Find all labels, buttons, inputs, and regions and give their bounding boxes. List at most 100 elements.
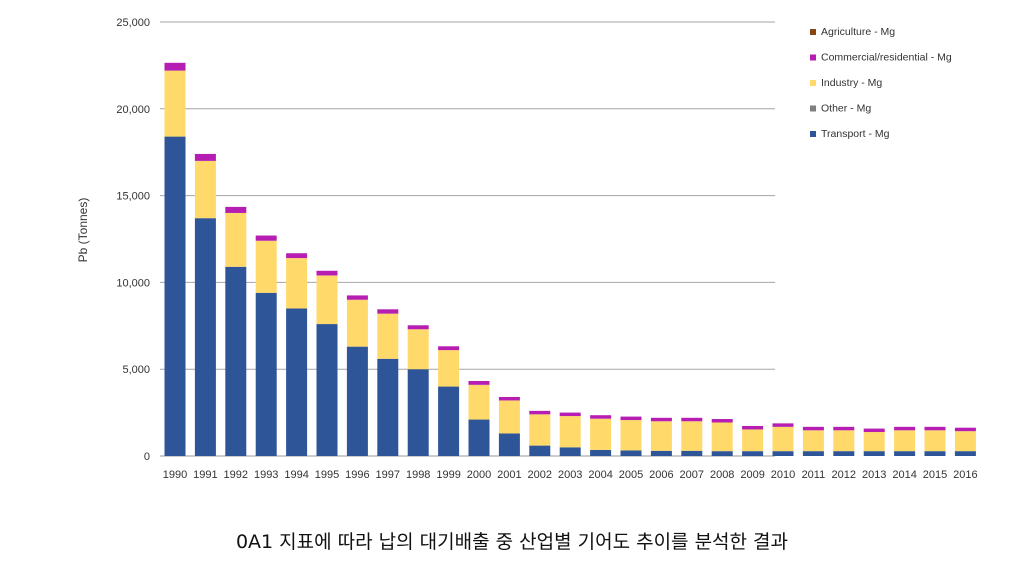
bar-segment (255, 292, 277, 456)
bar-segment (650, 421, 672, 451)
legend: Agriculture - Mg Commercial/residential -… (810, 26, 952, 140)
bar-segment (377, 358, 399, 456)
x-tick-label: 1995 (315, 469, 339, 481)
bar-segment (316, 275, 338, 325)
bar-segment (590, 415, 612, 419)
bar-segment (894, 451, 916, 456)
x-tick-label: 2014 (892, 469, 916, 481)
bar-segment (316, 324, 338, 456)
bar-segment (438, 346, 460, 351)
x-tick-label: 2008 (710, 469, 734, 481)
bar-segment (620, 450, 642, 456)
legend-swatch (810, 105, 816, 112)
y-tick-label: 5,000 (122, 364, 150, 376)
bar-segment (498, 433, 520, 456)
bar-segment (255, 235, 277, 241)
bar-segment (650, 417, 672, 422)
bar-segment (711, 422, 733, 452)
bar-segment (924, 426, 946, 431)
legend-swatch (810, 80, 816, 86)
x-tick-label: 2003 (558, 469, 582, 481)
x-tick-label: 1991 (193, 469, 217, 481)
x-tick-label: 2000 (467, 469, 491, 481)
legend-swatch (810, 29, 816, 35)
bar-segment (529, 414, 551, 446)
caption: 0A1 지표에 따라 납의 대기배출 중 산업별 기어도 추이를 분석한 결과 (235, 531, 789, 553)
bar-segment (468, 419, 490, 456)
y-axis-label: Pb (Tonnes) (76, 198, 90, 263)
bar-segment (742, 429, 764, 452)
bar-segment (833, 430, 855, 452)
x-tick-label: 1998 (406, 469, 430, 481)
x-tick-label: 1996 (345, 469, 369, 481)
y-axis-ticks: 0 5,000 10,000 15,000 20,000 25,000 (116, 17, 150, 463)
legend-entry: Other - Mg (821, 103, 871, 115)
bar-segment (346, 346, 368, 456)
y-tick-label: 25,000 (116, 17, 150, 29)
bar-segment (590, 449, 612, 456)
bar-segment (407, 325, 429, 330)
bar-segment (894, 430, 916, 452)
legend-entry: Transport - Mg (821, 128, 890, 140)
y-tick-label: 10,000 (116, 277, 150, 289)
x-tick-label: 1990 (163, 469, 187, 481)
bar-segment (772, 423, 794, 427)
bar-segment (468, 381, 490, 385)
bar-segment (498, 396, 520, 401)
bar-segment (286, 258, 308, 309)
bar-segment (833, 426, 855, 431)
bar-segment (772, 426, 794, 452)
bar-segment (194, 218, 216, 456)
bar-segment (164, 62, 186, 71)
bar-segment (681, 450, 703, 456)
bar-segment (164, 70, 186, 137)
x-tick-label: 2006 (649, 469, 673, 481)
bar-segment (863, 428, 885, 433)
x-tick-label: 2001 (497, 469, 521, 481)
x-tick-label: 2009 (740, 469, 764, 481)
bar-segment (286, 308, 308, 456)
x-tick-label: 1992 (224, 469, 248, 481)
bar-segment (954, 451, 976, 456)
y-tick-label: 20,000 (116, 104, 150, 116)
bar-segment (742, 425, 764, 430)
bar-segment (346, 299, 368, 347)
bar-segment (772, 451, 794, 456)
x-tick-label: 2007 (680, 469, 704, 481)
x-tick-label: 1999 (436, 469, 460, 481)
x-tick-label: 1993 (254, 469, 278, 481)
bar-segment (225, 266, 247, 456)
bar-segment (529, 445, 551, 456)
x-tick-label: 2002 (528, 469, 552, 481)
x-tick-label: 2011 (802, 469, 826, 481)
bar-segment (863, 432, 885, 452)
bar-segment (316, 270, 338, 276)
x-tick-label: 2013 (862, 469, 886, 481)
bar-segment (438, 386, 460, 456)
x-tick-label: 1997 (376, 469, 400, 481)
bar-segment (559, 447, 581, 456)
bar-segment (802, 451, 824, 456)
bar-segment (407, 329, 429, 370)
bar-segment (407, 369, 429, 456)
x-tick-label: 2004 (588, 469, 612, 481)
bar-segment (225, 212, 247, 267)
bar-segment (286, 253, 308, 259)
bar-segment (650, 450, 672, 456)
x-tick-label: 2010 (771, 469, 795, 481)
bar-segment (468, 384, 490, 420)
bars (164, 62, 976, 457)
bar-segment (711, 419, 733, 423)
bar-segment (802, 426, 824, 431)
x-tick-label: 1994 (284, 469, 308, 481)
bar-segment (559, 416, 581, 448)
x-tick-label: 2005 (619, 469, 643, 481)
stacked-bar-chart: 0 5,000 10,000 15,000 20,000 25,000 Pb (Tonne… (76, 17, 978, 481)
legend-entry: Industry - Mg (821, 77, 882, 89)
bar-segment (194, 160, 216, 219)
bar-segment (863, 451, 885, 456)
legend-entry: Agriculture - Mg (821, 26, 895, 38)
bar-segment (255, 240, 277, 293)
bar-segment (529, 410, 551, 415)
bar-segment (164, 136, 186, 457)
